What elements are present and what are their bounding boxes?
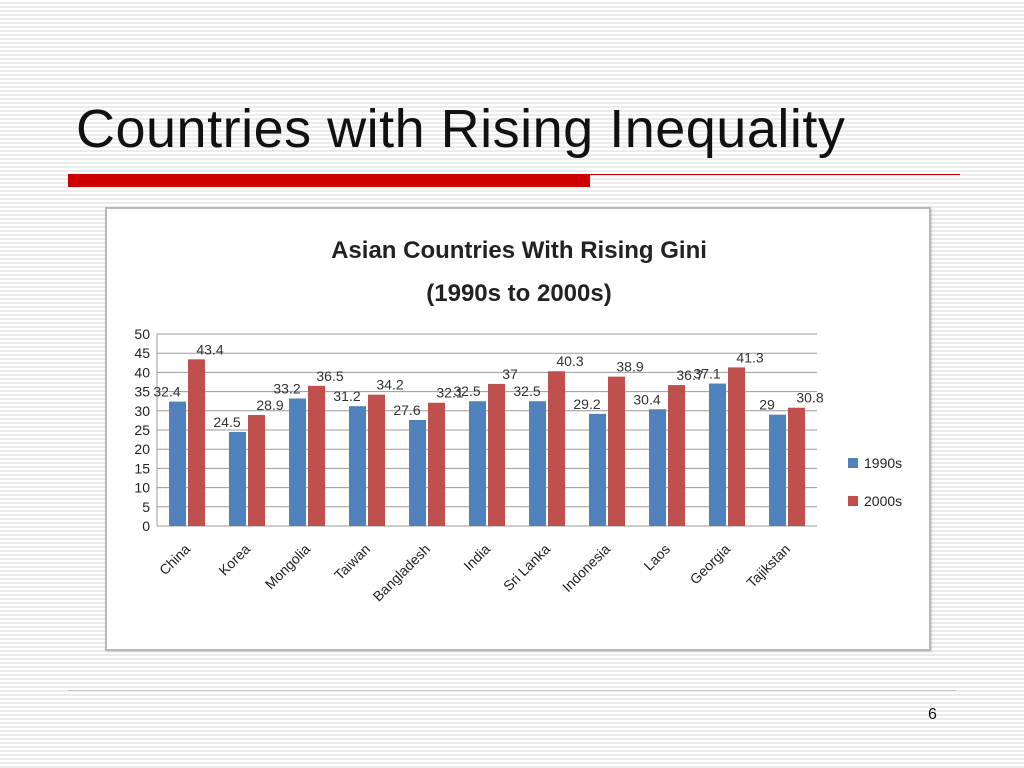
y-tick-label: 25 <box>134 422 150 438</box>
bar-2000s-taiwan <box>368 394 385 526</box>
bar-1990s-tajikstan <box>769 414 786 526</box>
x-tick-label: Mongolia <box>262 541 314 593</box>
y-tick-label: 40 <box>134 364 150 380</box>
y-tick-label: 50 <box>134 326 150 342</box>
bar-1990s-mongolia <box>289 398 306 526</box>
x-tick-label: Indonesia <box>559 541 613 595</box>
y-tick-label: 5 <box>142 499 150 515</box>
y-tick-label: 45 <box>134 345 150 361</box>
chart-subtitle: (1990s to 2000s) <box>426 280 611 307</box>
title-underline-rule <box>590 174 960 175</box>
legend: 1990s 2000s <box>848 455 902 509</box>
data-label: 40.3 <box>556 353 583 369</box>
bar-1990s-sri-lanka <box>529 401 546 526</box>
bar-1990s-laos <box>649 409 666 526</box>
data-label: 38.9 <box>616 359 643 375</box>
data-label: 37.1 <box>693 366 720 382</box>
bar-2000s-tajikstan <box>788 407 805 526</box>
y-tick-label: 0 <box>142 518 150 534</box>
y-tick-label: 30 <box>134 403 150 419</box>
data-label: 30.4 <box>633 391 660 407</box>
y-axis: 0 5 10 15 20 25 30 35 40 45 50 <box>134 326 158 534</box>
data-label: 27.6 <box>393 402 420 418</box>
bar-2000s-laos <box>668 385 685 526</box>
data-labels: 32.4 43.4 24.5 28.933.2 36.5 31.2 34.2 27.6 32.1… <box>153 341 823 430</box>
legend-swatch <box>848 458 858 468</box>
data-label: 30.8 <box>796 390 823 406</box>
footer-rule <box>68 690 956 691</box>
y-tick-label: 15 <box>134 460 150 476</box>
x-tick-label: Sri Lanka <box>500 541 553 594</box>
bar-1990s-india <box>469 401 486 526</box>
gini-bar-chart: Asian Countries With Rising Gini (1990s … <box>134 237 902 605</box>
chart-frame: Asian Countries With Rising Gini (1990s … <box>105 207 931 651</box>
data-label: 34.2 <box>376 377 403 393</box>
y-tick-label: 20 <box>134 441 150 457</box>
bar-2000s-mongolia <box>308 385 325 526</box>
x-tick-label: Taiwan <box>331 541 373 583</box>
bar-1990s-korea <box>229 431 246 526</box>
bars <box>169 359 805 526</box>
y-tick-label: 35 <box>134 384 150 400</box>
data-label: 37 <box>502 366 518 382</box>
data-label: 32.4 <box>153 384 180 400</box>
data-label: 32.5 <box>453 383 480 399</box>
x-tick-label: Laos <box>640 541 673 574</box>
x-tick-label: Georgia <box>687 541 734 588</box>
data-label: 28.9 <box>256 397 283 413</box>
bar-2000s-indonesia <box>608 376 625 526</box>
x-tick-label: Tajikstan <box>743 541 793 591</box>
grid-lines <box>157 333 817 527</box>
data-label: 24.5 <box>213 414 240 430</box>
bar-1990s-indonesia <box>589 413 606 526</box>
data-label: 36.5 <box>316 368 343 384</box>
bar-1990s-georgia <box>709 383 726 526</box>
data-label: 43.4 <box>196 341 223 357</box>
data-label: 29.2 <box>573 396 600 412</box>
legend-swatch <box>848 496 858 506</box>
data-label: 41.3 <box>736 349 763 365</box>
data-label: 36.7 <box>676 367 703 383</box>
x-tick-label: Korea <box>215 541 253 579</box>
bar-1990s-taiwan <box>349 406 366 526</box>
data-label: 31.2 <box>333 388 360 404</box>
bar-1990s-china <box>169 401 186 526</box>
bar-2000s-georgia <box>728 367 745 526</box>
data-label: 32.1 <box>436 385 463 401</box>
x-tick-label: China <box>156 541 193 578</box>
data-label: 29 <box>759 397 775 413</box>
bar-2000s-korea <box>248 415 265 526</box>
x-tick-label: Bangladesh <box>370 541 434 605</box>
data-label: 32.5 <box>513 383 540 399</box>
bar-2000s-india <box>488 383 505 526</box>
page-number: 6 <box>928 706 937 723</box>
title-underline-bar <box>68 174 590 187</box>
legend-label: 1990s <box>864 455 902 471</box>
bar-2000s-china <box>188 359 205 526</box>
y-tick-label: 10 <box>134 480 150 496</box>
bar-1990s-bangladesh <box>409 420 426 526</box>
chart-title: Asian Countries With Rising Gini <box>331 237 707 264</box>
legend-label: 2000s <box>864 493 902 509</box>
bar-2000s-sri-lanka <box>548 371 565 526</box>
x-tick-label: India <box>460 541 493 574</box>
data-label: 33.2 <box>273 381 300 397</box>
slide-title: Countries with Rising Inequality <box>76 99 846 159</box>
bar-2000s-bangladesh <box>428 402 445 526</box>
